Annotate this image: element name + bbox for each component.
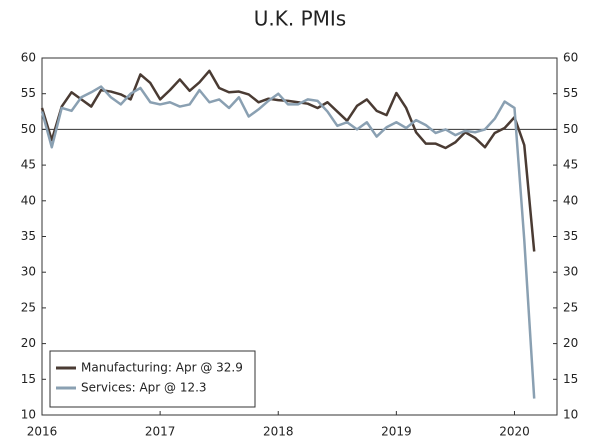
y-tick-label: 15 [21, 372, 36, 386]
y-tick-label: 55 [21, 86, 36, 100]
x-tick-label: 2018 [263, 425, 294, 439]
x-tick-label: 2016 [27, 425, 58, 439]
x-tick-label: 2020 [499, 425, 530, 439]
y-tick-label: 60 [21, 51, 36, 65]
y-tick-label: 40 [21, 193, 36, 207]
y-tick-label: 35 [21, 229, 36, 243]
x-tick-label: 2019 [381, 425, 412, 439]
y-tick-label: 10 [21, 408, 36, 422]
legend-label: Manufacturing: Apr @ 32.9 [81, 361, 243, 375]
series-line [40, 85, 536, 399]
y2-tick-label: 55 [563, 86, 578, 100]
y2-tick-label: 10 [563, 408, 578, 422]
y2-tick-label: 40 [563, 193, 578, 207]
y2-tick-label: 35 [563, 229, 578, 243]
chart-title: U.K. PMIs [254, 7, 346, 31]
y2-tick-label: 15 [563, 372, 578, 386]
y2-tick-label: 30 [563, 265, 578, 279]
legend-box [49, 350, 256, 408]
y2-tick-label: 45 [563, 158, 578, 172]
legend-label: Services: Apr @ 12.3 [81, 381, 207, 395]
y-tick-label: 25 [21, 300, 36, 314]
y2-tick-label: 25 [563, 300, 578, 314]
y-tick-label: 45 [21, 158, 36, 172]
y-tick-label: 20 [21, 336, 36, 350]
y2-tick-label: 20 [563, 336, 578, 350]
y2-tick-label: 60 [563, 51, 578, 65]
y2-tick-label: 50 [563, 122, 578, 136]
x-tick-label: 2017 [145, 425, 176, 439]
y-tick-label: 30 [21, 265, 36, 279]
y-tick-label: 50 [21, 122, 36, 136]
series-line [40, 69, 536, 252]
